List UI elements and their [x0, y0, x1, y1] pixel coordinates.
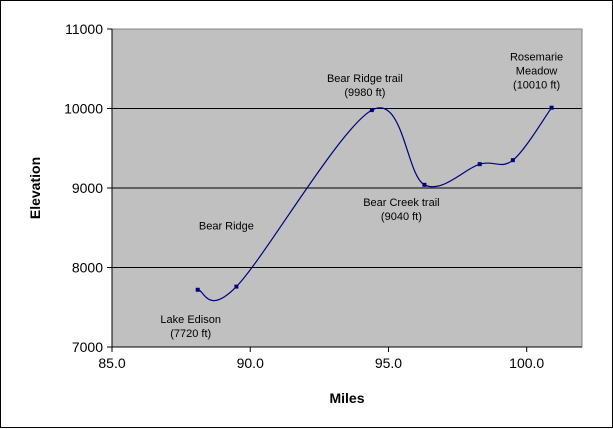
x-tick-label: 100.0	[509, 355, 544, 371]
data-points	[195, 105, 554, 292]
annotation-label: Rosemarie Meadow (10010 ft)	[510, 52, 563, 92]
y-tick-label: 8000	[72, 260, 103, 276]
annotation-label: Bear Ridge	[199, 221, 254, 233]
y-tick-label: 9000	[72, 180, 103, 196]
data-point	[549, 105, 554, 110]
x-axis-ticks: 85.0 90.0 95.0 100.0	[98, 347, 544, 371]
x-tick-label: 95.0	[375, 355, 402, 371]
annotation-label: Bear Ridge trail (9980 ft)	[327, 73, 403, 99]
data-point	[477, 162, 482, 167]
y-tick-label: 7000	[72, 339, 103, 355]
data-point	[195, 287, 200, 292]
series-line	[197, 107, 553, 302]
x-tick-label: 85.0	[98, 355, 125, 371]
data-point	[510, 158, 515, 163]
annotation-label: Lake Edison (7720 ft)	[160, 314, 221, 340]
data-point	[422, 182, 427, 187]
data-point	[234, 284, 239, 289]
annotation-label: Bear Creek trail (9040 ft)	[363, 197, 439, 223]
y-tick-label: 11000	[65, 21, 103, 37]
y-axis-ticks: 7000 8000 9000 10000 11000	[64, 21, 112, 355]
x-axis-title: Miles	[329, 390, 364, 406]
x-tick-label: 90.0	[237, 355, 264, 371]
data-point	[369, 108, 374, 113]
y-axis-title: Elevation	[27, 157, 43, 219]
annotations: Lake Edison (7720 ft) Bear Ridge Bear Ridge…	[160, 52, 563, 340]
y-tick-label: 10000	[64, 101, 103, 117]
